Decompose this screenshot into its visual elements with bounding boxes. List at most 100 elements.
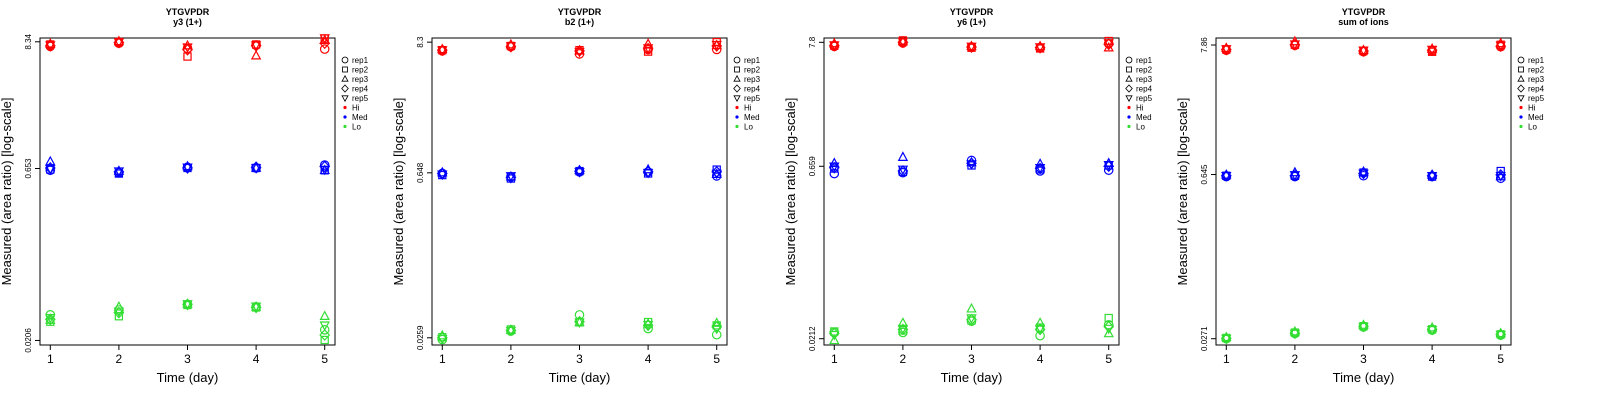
legend-symbol-rep1: [733, 56, 741, 64]
data-point-med-rep5: [1221, 171, 1232, 182]
data-point-med-rep5: [250, 164, 262, 174]
data-point-hi-rep1: [319, 44, 330, 54]
legend-label: rep3: [1136, 75, 1153, 84]
data-point-med-rep5: [437, 170, 448, 181]
data-point-hi-rep2: [643, 47, 653, 56]
legend-label: rep1: [744, 56, 761, 65]
legend-label: rep2: [1136, 66, 1153, 75]
data-point-hi-rep5: [182, 43, 193, 53]
data-point-lo-rep1: [711, 329, 722, 340]
data-point-med-rep5: [182, 163, 193, 174]
legend-symbol-rep2: [342, 66, 348, 73]
x-tick-label: 5: [321, 352, 328, 366]
x-tick-label: 1: [47, 352, 54, 366]
x-tick-label: 4: [645, 352, 652, 366]
legend-symbol-rep5: [1517, 95, 1525, 103]
chart-subtitle: b2 (1+): [565, 17, 594, 27]
data-point-hi-rep3: [437, 43, 448, 54]
data-point-med-rep1: [711, 171, 722, 181]
data-point-lo-rep2: [114, 312, 124, 321]
x-tick-label: 5: [1497, 352, 1504, 366]
data-point-hi-rep5: [1034, 43, 1046, 53]
data-point-med-rep5: [45, 164, 56, 175]
y-tick-label: 0.645: [1200, 164, 1209, 185]
data-point-hi-rep3: [574, 44, 585, 55]
data-point-lo-rep4: [319, 329, 331, 341]
data-point-hi-rep5: [1358, 46, 1369, 57]
legend-dot-med: [735, 115, 739, 119]
legend-label: rep1: [1136, 56, 1153, 65]
data-point-med-rep5: [113, 167, 125, 177]
y-axis-label: Measured (area ratio) [log-scale]: [783, 98, 798, 286]
y-tick-label: 8.3: [416, 36, 425, 48]
data-point-med-rep5: [1034, 164, 1046, 174]
legend-label: rep2: [744, 66, 761, 75]
legend-symbol-rep5: [733, 95, 741, 103]
data-point-med-rep3: [966, 156, 977, 167]
data-point-lo-rep5: [1289, 329, 1301, 340]
data-point-lo-rep5: [1426, 326, 1438, 336]
x-tick-label: 1: [439, 352, 446, 366]
data-point-hi-rep4: [319, 37, 331, 50]
x-tick-label: 2: [900, 352, 907, 366]
legend-label: rep2: [1528, 66, 1545, 75]
data-point-lo-rep5: [1495, 330, 1506, 341]
data-point-lo-rep1: [898, 327, 908, 338]
data-point-med-rep1: [829, 168, 840, 179]
chart-title: YTGVPDR: [558, 7, 602, 17]
data-point-hi-rep5: [966, 42, 977, 53]
data-point-hi-rep5: [829, 41, 840, 51]
x-tick-label: 2: [116, 352, 123, 366]
x-tick-label: 4: [253, 352, 260, 366]
data-point-hi-rep5: [1495, 41, 1506, 52]
legend-label: Med: [1136, 113, 1152, 122]
chart-subtitle: y6 (1+): [957, 17, 986, 27]
data-point-hi-rep5: [250, 41, 262, 52]
data-point-med-rep3: [113, 165, 125, 175]
data-point-hi-rep3: [897, 35, 909, 46]
x-axis-label: Time (day): [1333, 370, 1395, 385]
data-point-hi-rep5: [1289, 40, 1301, 50]
data-point-hi-rep5: [1103, 39, 1114, 49]
y-axis-label: Measured (area ratio) [log-scale]: [1175, 98, 1190, 286]
legend-symbol-rep2: [734, 66, 740, 73]
legend-label: Hi: [352, 104, 360, 113]
x-tick-label: 3: [184, 352, 191, 366]
y-tick-label: 0.0259: [416, 325, 425, 350]
data-point-med-rep3: [1034, 158, 1046, 168]
y-tick-label: 0.653: [24, 158, 33, 179]
data-point-lo-rep3: [711, 317, 722, 327]
legend-label: Lo: [744, 123, 753, 132]
legend-symbol-rep4: [1125, 84, 1133, 93]
legend-symbol-rep3: [1517, 74, 1525, 82]
data-point-hi-rep5: [711, 40, 722, 51]
legend-symbol-rep3: [733, 74, 741, 82]
legend-symbol-rep5: [1125, 95, 1133, 103]
legend-label: Lo: [352, 123, 361, 132]
data-point-hi-rep3: [966, 40, 977, 51]
data-point-hi-rep3: [1358, 44, 1369, 55]
y-tick-label: 7.8: [808, 36, 817, 48]
legend-symbol-rep4: [1517, 84, 1525, 93]
y-tick-label: 0.648: [416, 162, 425, 183]
x-tick-label: 3: [1360, 352, 1367, 366]
legend-label: Hi: [1528, 104, 1536, 113]
legend-symbol-rep1: [1517, 56, 1525, 64]
data-point-med-rep5: [319, 165, 330, 176]
x-tick-label: 2: [1292, 352, 1299, 366]
legend-label: rep4: [1528, 85, 1545, 94]
x-axis-label: Time (day): [157, 370, 219, 385]
legend-dot-hi: [1519, 105, 1523, 110]
data-point-hi-rep5: [505, 42, 517, 52]
legend-label: rep3: [1528, 75, 1545, 84]
data-point-lo-rep5: [966, 314, 977, 324]
legend-dot-med: [1127, 115, 1131, 119]
data-point-lo-rep3: [113, 300, 125, 311]
x-tick-label: 4: [1429, 352, 1436, 366]
legend-label: Lo: [1136, 123, 1145, 132]
